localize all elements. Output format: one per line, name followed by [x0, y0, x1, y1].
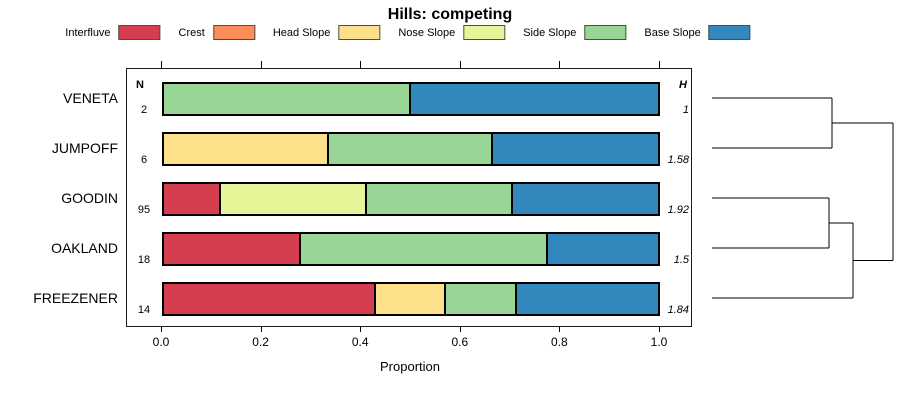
- x-tick-label-0.6: 0.6: [451, 335, 469, 349]
- n-column-header: N: [136, 79, 144, 91]
- x-tick-label-1.0: 1.0: [650, 335, 668, 349]
- legend-swatch-interfluve: [118, 25, 161, 40]
- h-value-jumpoff: 1.58: [667, 154, 689, 166]
- x-tick-bottom-1.0: [659, 326, 660, 332]
- h-value-oakland: 1.5: [673, 254, 689, 266]
- legend-item-head-slope: Head Slope: [273, 25, 381, 40]
- bar-segment-oakland-side-slope: [301, 234, 549, 264]
- bar-segment-goodin-nose-slope: [221, 184, 368, 214]
- x-tick-bottom-0.8: [559, 326, 561, 332]
- legend: Interfluve Crest Head Slope Nose Slope Side …: [65, 25, 751, 40]
- bar-goodin: [162, 182, 660, 216]
- x-tick-top-0.8: [559, 61, 561, 68]
- legend-label: Side Slope: [523, 26, 577, 39]
- bar-segment-oakland-interfluve: [164, 234, 302, 264]
- x-tick-top-0.4: [360, 61, 362, 68]
- x-tick-bottom-0.2: [260, 326, 262, 332]
- legend-item-side-slope: Side Slope: [523, 25, 627, 40]
- bar-segment-freezener-side-slope: [446, 284, 517, 314]
- row-label-freezener: FREEZENER: [33, 290, 118, 306]
- x-tick-top-0.2: [260, 61, 262, 68]
- row-label-veneta: VENETA: [63, 90, 118, 106]
- legend-label: Crest: [178, 26, 205, 39]
- n-value-oakland: 18: [137, 254, 151, 266]
- bar-jumpoff: [162, 132, 660, 166]
- bar-segment-freezener-head-slope: [375, 284, 447, 314]
- legend-item-base-slope: Base Slope: [644, 25, 751, 40]
- legend-label: Nose Slope: [398, 26, 456, 39]
- legend-item-crest: Crest: [179, 25, 255, 40]
- chart-title: Hills: competing: [387, 6, 513, 23]
- bar-segment-jumpoff-base-slope: [493, 134, 658, 164]
- x-tick-label-0.2: 0.2: [252, 335, 269, 349]
- x-tick-bottom-0.4: [360, 326, 362, 332]
- row-label-jumpoff: JUMPOFF: [51, 140, 118, 156]
- x-tick-label-0.8: 0.8: [551, 335, 568, 349]
- legend-swatch-head-slope: [338, 25, 381, 40]
- h-column-header: H: [679, 79, 687, 91]
- x-tick-label-0.0: 0.0: [152, 335, 170, 349]
- x-tick-top-1.0: [659, 61, 660, 68]
- dendrogram: [712, 97, 894, 299]
- legend-swatch-nose-slope: [463, 25, 506, 40]
- bar-segment-freezener-base-slope: [516, 284, 658, 314]
- bar-segment-veneta-base-slope: [411, 84, 658, 114]
- legend-item-interfluve: Interfluve: [65, 25, 161, 40]
- h-value-goodin: 1.92: [667, 204, 689, 216]
- bar-segment-goodin-side-slope: [367, 184, 513, 214]
- row-label-oakland: OAKLAND: [51, 240, 118, 256]
- bar-freezener: [162, 282, 660, 316]
- bar-segment-goodin-interfluve: [164, 184, 222, 214]
- n-value-jumpoff: 6: [140, 154, 148, 166]
- bar-veneta: [162, 82, 660, 116]
- bar-segment-freezener-interfluve: [164, 284, 376, 314]
- n-value-veneta: 2: [140, 104, 148, 116]
- legend-swatch-base-slope: [708, 25, 751, 40]
- row-label-goodin: GOODIN: [61, 190, 118, 206]
- x-tick-bottom-0.6: [459, 326, 461, 332]
- bar-segment-oakland-base-slope: [548, 234, 658, 264]
- legend-swatch-crest: [212, 25, 255, 40]
- x-tick-top-0.0: [161, 61, 162, 68]
- n-value-goodin: 95: [137, 204, 151, 216]
- h-value-veneta: 1: [682, 104, 689, 116]
- bar-segment-jumpoff-side-slope: [328, 134, 494, 164]
- bar-oakland: [162, 232, 660, 266]
- h-value-freezener: 1.84: [667, 304, 689, 316]
- n-value-freezener: 14: [137, 304, 151, 316]
- legend-swatch-side-slope: [584, 25, 627, 40]
- bar-segment-veneta-side-slope: [164, 84, 411, 114]
- x-tick-bottom-0.0: [161, 326, 162, 332]
- legend-label: Head Slope: [272, 26, 331, 39]
- plot-area: N H 2 1 6 1.58 95 1.92 18 1.5 14 1.84: [126, 68, 692, 327]
- legend-label: Base Slope: [644, 26, 701, 39]
- legend-label: Interfluve: [65, 26, 111, 39]
- x-axis-label: Proportion: [380, 359, 440, 374]
- legend-item-nose-slope: Nose Slope: [398, 25, 506, 40]
- bar-segment-jumpoff-head-slope: [164, 134, 329, 164]
- x-tick-label-0.4: 0.4: [351, 335, 369, 349]
- x-tick-top-0.6: [459, 61, 461, 68]
- bar-segment-goodin-base-slope: [512, 184, 658, 214]
